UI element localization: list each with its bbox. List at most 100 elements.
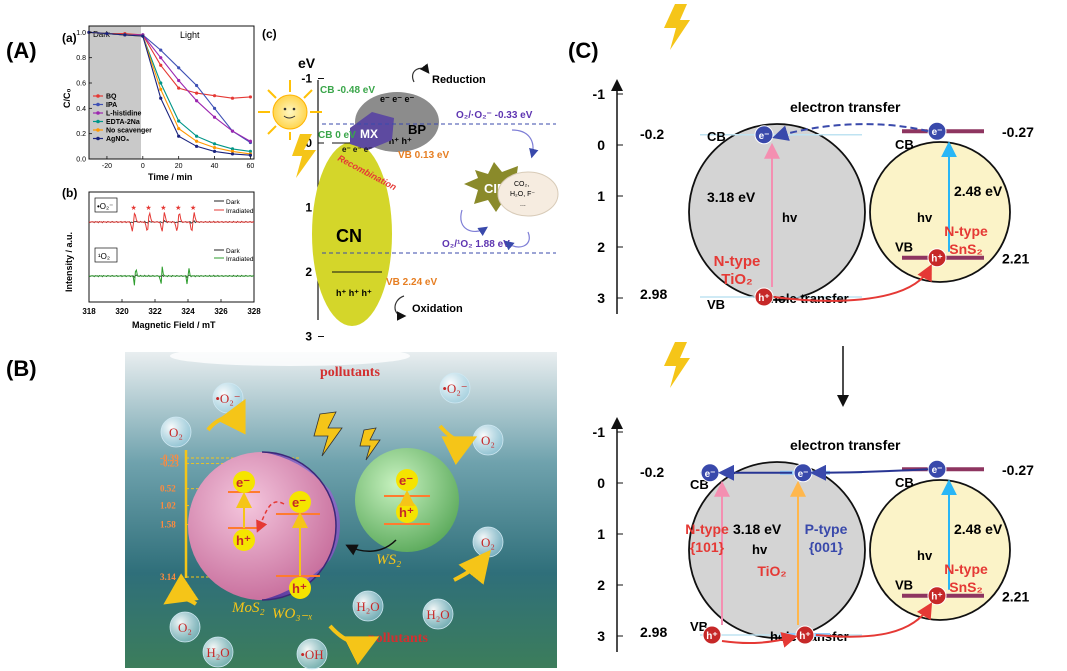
superoxide-tag: •O₂⁻ (97, 202, 113, 211)
y-tick-label: 3 (305, 330, 312, 344)
sns2-material: SnS₂ (949, 579, 982, 595)
series-point (141, 34, 145, 38)
series-point (159, 87, 163, 91)
series-line-0 (88, 31, 251, 99)
singlet-tag: ¹O₂ (98, 252, 110, 261)
tio2-material: TiO₂ (721, 271, 752, 288)
legend-label: EDTA-2Na (106, 119, 140, 126)
series-point (159, 48, 163, 52)
sns2-gap: 2.48 eV (954, 521, 1003, 537)
energy-level-label: 0.52 (160, 484, 176, 494)
singlet-o2-label: O₂/¹O₂ 1.88 eV (442, 239, 510, 250)
series-point (230, 129, 235, 133)
legend-bottom-irr: Irradiated (226, 256, 254, 263)
ws2-electron: e⁻ (396, 469, 418, 491)
hole-transfer-arrow-2 (815, 602, 933, 638)
products-bubble (497, 171, 559, 217)
bp-cb-label: CB -0.48 eV (320, 85, 375, 96)
species-bubble (352, 590, 384, 622)
species-label: •OH (300, 647, 323, 662)
energy-level-label: -0.39 (160, 453, 179, 463)
sub-a-ylabel: C/C₀ (62, 88, 72, 108)
series-point (195, 99, 199, 103)
tio2-hv: hv (752, 542, 768, 557)
n-hole-symbol: h⁺ (706, 631, 717, 642)
energy-level-label: 1.02 (160, 501, 176, 511)
species-label: O₂ (169, 425, 183, 440)
reduction-arrow (412, 63, 430, 83)
series-point (212, 115, 217, 119)
series-point (248, 149, 253, 153)
cn-electrons: e⁻ e⁻ e⁻ (342, 145, 372, 154)
y-tick-label: 3 (597, 290, 605, 306)
reduction-label: Reduction (432, 74, 486, 86)
tio2-vb-label: VB (690, 619, 708, 634)
sns2-vb-value: 2.21 (1002, 251, 1029, 267)
energy-level-label: -0.23 (160, 458, 179, 468)
bp-vb-label: VB 0.13 eV (398, 150, 449, 161)
cn-holes: h⁺ h⁺ h⁺ (336, 288, 372, 298)
y-tick-label: 0.0 (76, 157, 86, 164)
electron-transfer-arrow (772, 123, 929, 141)
series-point (248, 139, 253, 143)
y-tick-label: 0 (597, 475, 605, 491)
y-tick-label: 0.8 (76, 55, 86, 62)
electron-transfer-label: electron transfer (790, 99, 901, 115)
sns2-hole-symbol: h⁺ (931, 592, 942, 603)
panel-a: (A) (a) Dark Light 0.0 0.2 0.4 0.6 0.8 1.0 -2… (6, 25, 559, 344)
sns2-hole-symbol: h⁺ (931, 254, 942, 265)
legend-label: L-histidine (106, 111, 141, 118)
n-electron-symbol: e⁻ (705, 469, 716, 480)
panel-c-label: (C) (568, 38, 599, 63)
tio2-vb-value: 2.98 (640, 624, 667, 640)
series-point (230, 152, 235, 156)
series-point (177, 78, 181, 83)
singlet-attack-arrow (504, 231, 530, 251)
series-point (177, 86, 181, 90)
oxidation-arrow-b3 (328, 624, 380, 666)
p-hole-symbol: h⁺ (799, 631, 810, 642)
epr-top-irradiated-trace (88, 211, 254, 232)
svg-text:h⁺: h⁺ (292, 581, 307, 596)
series-point (248, 153, 253, 157)
lightning-icon (664, 342, 690, 388)
sns2-electron-symbol: e⁻ (932, 127, 943, 138)
x-tick-label: 324 (181, 307, 195, 316)
legend-marker (96, 102, 100, 107)
hole-transfer-arrow-1 (721, 632, 798, 648)
panel-c-bottom: -1 0 1 2 3 electron transfer -0.2 2.98 -0.27 2.21… (593, 342, 1034, 652)
products-line-2: H₂O, F⁻ (510, 191, 535, 198)
sns2-vb-label: VB (895, 240, 913, 255)
series-point (230, 149, 235, 153)
y-tick-label: 1.0 (76, 30, 86, 37)
lightning-icon (664, 4, 690, 50)
oxidation-arrow (394, 295, 407, 321)
legend-top-dark: Dark (226, 199, 240, 206)
peak-star: ★ (175, 204, 181, 212)
tio2-gap: 3.18 eV (733, 521, 782, 537)
sub-b-xlabel: Magnetic Field / mT (132, 320, 216, 330)
x-tick-label: -20 (102, 163, 112, 170)
p-electron-symbol: e⁻ (798, 469, 809, 480)
products-line-3: ... (520, 201, 526, 208)
species-bubble (169, 611, 201, 643)
tio2-vb-label: VB (707, 297, 725, 312)
series-point (159, 56, 163, 60)
tio2-electron-symbol: e⁻ (759, 131, 770, 142)
tio2-cb-value: -0.2 (640, 464, 664, 480)
sns2-cb-value: -0.27 (1002, 462, 1034, 478)
series-point (177, 66, 181, 70)
electron-transfer-arrow-1 (810, 464, 929, 481)
series-point (212, 149, 217, 153)
hole-transfer-label: hole transfer (770, 291, 849, 306)
y-tick-label: 0 (597, 137, 605, 153)
legend-marker (96, 136, 100, 141)
sub-b-x-ticks: 318 320 322 324 326 328 (82, 299, 261, 316)
sub-b-ylabel: Intensity / a.u. (64, 232, 74, 292)
legend-label: BQ (106, 94, 117, 101)
electron-transfer-arrow-b (256, 501, 285, 533)
legend-marker (96, 119, 100, 124)
oxidation-arrow-b1 (163, 573, 199, 606)
